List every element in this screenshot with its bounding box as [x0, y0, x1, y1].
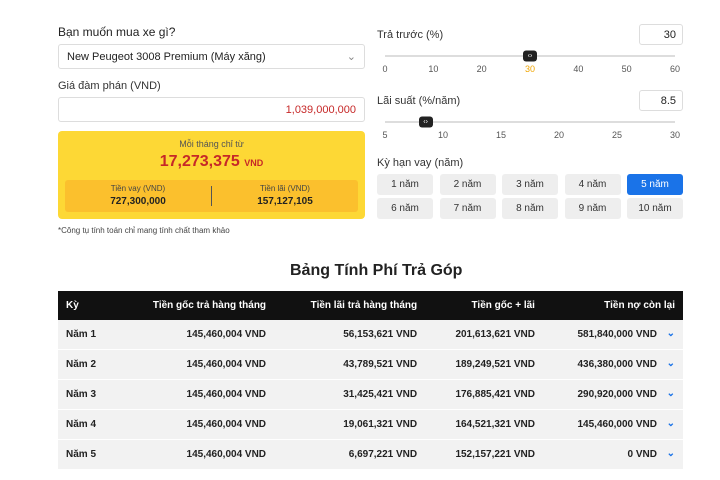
slider-tick: 60: [669, 64, 681, 74]
table-cell: 56,153,621 VND: [274, 320, 426, 350]
table-cell: 436,380,000 VND ⌄: [542, 349, 683, 380]
rate-label: Lãi suất (%/năm): [377, 95, 461, 107]
table-cell: 145,460,004 VND: [114, 379, 275, 410]
expand-icon[interactable]: ⌄: [666, 418, 675, 429]
term-button[interactable]: 9 năm: [564, 198, 621, 219]
slider-tick: 30: [524, 64, 536, 74]
car-select[interactable]: New Peugeot 3008 Premium (Máy xăng) ⌄: [58, 44, 365, 69]
table-cell: 581,840,000 VND ⌄: [542, 320, 683, 350]
down-input[interactable]: 30: [639, 24, 683, 45]
loan-label: Tiền vay (VND): [110, 184, 166, 193]
term-button[interactable]: 7 năm: [439, 198, 496, 219]
table-cell: Năm 4: [58, 409, 115, 440]
term-button[interactable]: 5 năm: [627, 174, 683, 195]
header-cell: Tiền gốc trả hàng tháng: [114, 291, 275, 320]
down-value: 30: [663, 29, 676, 41]
schedule-table: Kỳ Tiền gốc trả hàng tháng Tiền lãi trả hà…: [58, 291, 683, 470]
table-cell: 164,521,321 VND: [425, 409, 543, 440]
rate-value: 8.5: [660, 95, 676, 107]
car-label: Bạn muốn mua xe gì?: [58, 25, 176, 39]
chevron: ⌄: [346, 51, 356, 63]
slider-tick: 5: [382, 130, 388, 140]
interest-label: Tiền lãi (VND): [260, 184, 310, 193]
table-cell: 6,697,221 VND: [274, 439, 426, 470]
expand-icon[interactable]: ⌄: [666, 328, 675, 339]
term-button[interactable]: 2 năm: [439, 174, 496, 195]
table-row: Năm 4 145,460,004 VND 19,061,321 VND 164,52…: [58, 409, 683, 440]
slider-tick: 0: [382, 64, 388, 74]
term-button[interactable]: 3 năm: [502, 174, 558, 195]
price-input[interactable]: 1,039,000,000: [58, 97, 365, 122]
table-cell: 145,460,004 VND: [114, 320, 275, 350]
expand-icon[interactable]: ⌄: [666, 448, 675, 459]
loan-box: Tiền vay (VND) 727,300,000 Tiền lãi (VND…: [65, 180, 358, 212]
slider-tick: 30: [669, 130, 681, 140]
slider-tick: 20: [553, 130, 565, 140]
table-cell: 19,061,321 VND: [274, 409, 426, 440]
down-label: Trả trước (%): [377, 29, 444, 41]
term-button[interactable]: 6 năm: [377, 198, 433, 219]
slider-tick: 10: [428, 64, 439, 74]
header-cell: Kỳ: [58, 291, 115, 320]
slider-tick: 40: [573, 64, 584, 74]
monthly-amount: 17,273,375: [159, 153, 240, 170]
expand-icon[interactable]: ⌄: [666, 358, 675, 369]
table-cell: 201,613,621 VND: [425, 320, 543, 350]
table-row: Năm 5 145,460,004 VND 6,697,221 VND 152,157…: [58, 439, 683, 470]
table-row: Năm 3 145,460,004 VND 31,425,421 VND 176,88…: [58, 379, 683, 410]
table-cell: 152,157,221 VND: [425, 439, 543, 470]
slider-handle[interactable]: ‹›: [523, 50, 537, 62]
divider: [211, 186, 212, 206]
table-cell: Năm 5: [58, 439, 115, 470]
note: *Công tụ tính toán chỉ mang tính chất th…: [58, 226, 230, 235]
table-cell: 43,789,521 VND: [274, 349, 426, 380]
table-cell: 145,460,004 VND: [114, 349, 275, 380]
interest-value: 157,127,105: [257, 196, 313, 207]
table-cell: Năm 3: [58, 379, 115, 410]
table-cell: Năm 2: [58, 349, 115, 380]
term-label: Kỳ hạn vay (năm): [377, 157, 464, 169]
table-cell: 31,425,421 VND: [274, 379, 426, 410]
table-cell: 145,460,000 VND ⌄: [542, 409, 683, 440]
table-row: Năm 1 145,460,004 VND 56,153,621 VND 201,61…: [58, 320, 683, 350]
table-cell: 290,920,000 VND ⌄: [542, 379, 683, 410]
term-button[interactable]: 4 năm: [564, 174, 621, 195]
table-row: Năm 2 145,460,004 VND 43,789,521 VND 189,24…: [58, 349, 683, 380]
monthly-box: Mỗi tháng chỉ từ 17,273,375 VND Tiền vay…: [58, 131, 365, 219]
monthly-label: Mỗi tháng chỉ từ: [179, 139, 244, 149]
table-cell: Năm 1: [58, 320, 115, 350]
slider-handle[interactable]: ‹›: [418, 116, 433, 128]
car-value: New Peugeot 3008 Premium (Máy xăng): [67, 51, 266, 63]
table-cell: 189,249,521 VND: [425, 349, 543, 380]
table-title: Bảng Tính Phí Trả Góp: [290, 262, 463, 279]
term-button[interactable]: 8 năm: [502, 198, 558, 219]
slider-tick: 10: [437, 130, 449, 140]
rate-input[interactable]: 8.5: [639, 90, 683, 111]
term-button[interactable]: 1 năm: [377, 174, 433, 195]
slider-tick: 50: [621, 64, 632, 74]
term-button[interactable]: 10 năm: [627, 198, 683, 219]
price-label: Giá đàm phán (VND): [58, 80, 161, 92]
table-cell: 0 VND ⌄: [542, 439, 683, 470]
price-value: 1,039,000,000: [285, 104, 356, 116]
loan-value: 727,300,000: [110, 196, 166, 207]
monthly-unit: VND: [244, 158, 264, 168]
table-cell: 145,460,004 VND: [114, 439, 275, 470]
table-cell: 176,885,421 VND: [425, 379, 543, 410]
header-cell: Tiền gốc + lãi: [425, 291, 543, 320]
table-cell: 145,460,004 VND: [114, 409, 275, 440]
slider-track[interactable]: [385, 121, 675, 123]
slider-tick: 15: [495, 130, 507, 140]
slider-tick: 20: [476, 64, 487, 74]
expand-icon[interactable]: ⌄: [666, 388, 675, 399]
header-cell: Tiền lãi trả hàng tháng: [274, 291, 426, 320]
slider-tick: 25: [611, 130, 623, 140]
header-cell: Tiền nợ còn lại: [542, 291, 683, 320]
